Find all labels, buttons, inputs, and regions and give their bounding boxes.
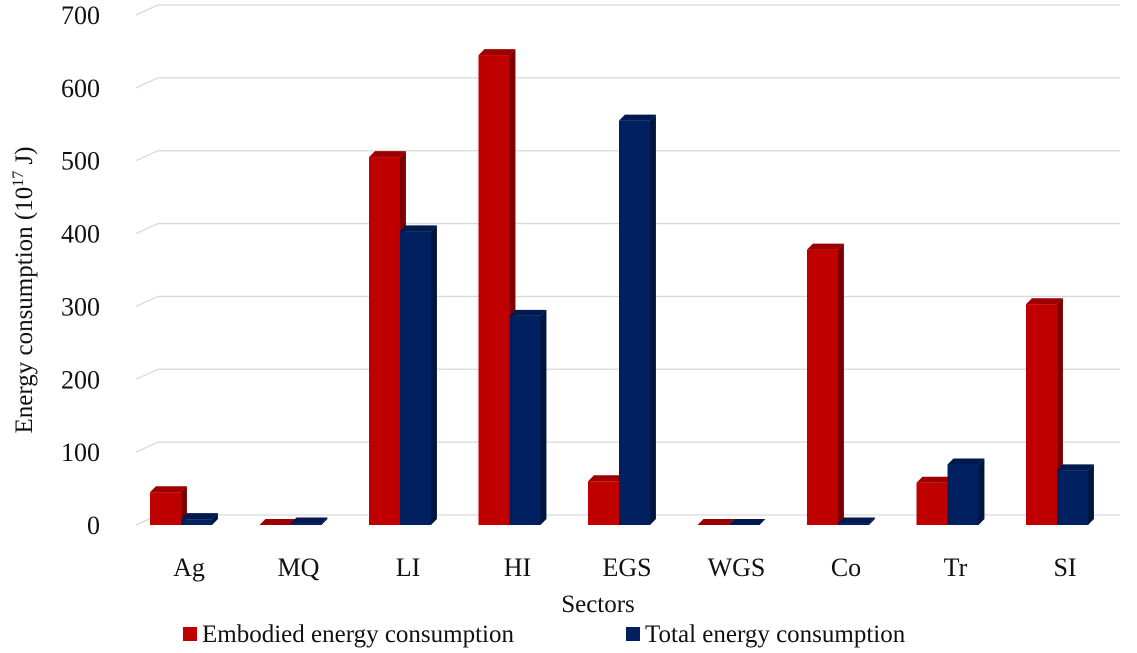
legend-item-total: Total energy consumption <box>626 621 906 648</box>
bar-side <box>540 309 547 525</box>
bar-mq-total <box>290 517 328 525</box>
bar-co-embodied <box>807 243 844 525</box>
x-axis-category-labels: Ag MQ LI HI EGS WGS Co Tr SI <box>173 553 1076 582</box>
y-axis-title-superscript: 17 <box>10 171 27 187</box>
bar-top <box>807 243 844 250</box>
bar-front <box>400 231 431 525</box>
legend: Embodied energy consumption Total energy… <box>183 621 906 648</box>
bar-top <box>509 309 547 316</box>
gridline <box>135 295 159 308</box>
x-axis-title: Sectors <box>561 591 635 618</box>
x-category-label: Tr <box>944 553 968 582</box>
bar-front <box>916 482 948 525</box>
y-tick-label: 400 <box>61 220 100 249</box>
bar-tr-total <box>947 458 985 525</box>
bar-front <box>509 315 541 525</box>
y-axis-title: Energy consumption (1017 J) <box>10 146 38 433</box>
bar-top <box>478 49 516 56</box>
bar-side <box>978 458 985 525</box>
bar-front <box>807 249 838 525</box>
bar-side <box>838 243 844 525</box>
bar-front <box>290 523 322 525</box>
bar-side <box>650 114 656 526</box>
gridline <box>135 368 159 380</box>
bar-mq-embodied <box>259 519 297 525</box>
bar-front <box>838 523 869 525</box>
bar-top <box>400 225 437 232</box>
bar-front <box>619 120 650 526</box>
bar-front <box>181 519 212 525</box>
x-category-label: Ag <box>173 553 205 582</box>
x-category-label: SI <box>1053 553 1076 582</box>
bar-front <box>1026 304 1057 525</box>
y-tick-label: 200 <box>61 365 100 394</box>
legend-swatch-embodied <box>183 627 197 641</box>
bar-top <box>588 475 625 482</box>
bar-top <box>181 513 218 520</box>
bar-side <box>431 225 437 525</box>
bar-top <box>259 519 297 525</box>
bar-top <box>728 519 766 525</box>
bar-side <box>1088 464 1094 525</box>
y-axis-title-prefix: Energy consumption (10 <box>11 187 38 434</box>
bar-ag-total <box>181 513 218 525</box>
bar-wgs-total <box>728 519 766 525</box>
bar-side <box>869 517 875 525</box>
y-tick-label: 300 <box>61 292 100 321</box>
bar-top <box>916 476 954 483</box>
bar-top <box>369 151 406 158</box>
bar-hi-total <box>509 309 547 525</box>
bar-top <box>947 458 985 465</box>
x-category-label: LI <box>396 553 421 582</box>
gridline <box>135 150 159 162</box>
bar-top <box>619 114 656 121</box>
bar-front <box>150 492 181 525</box>
y-axis-title-suffix: J) <box>11 146 38 170</box>
bar-top <box>290 517 328 524</box>
bar-wgs-embodied <box>697 519 735 525</box>
bar-top <box>697 519 735 525</box>
y-tick-label: 700 <box>61 1 100 30</box>
bars <box>150 49 1094 526</box>
x-category-label: WGS <box>708 553 766 582</box>
bar-egs-total <box>619 114 656 526</box>
bar-side <box>321 517 328 525</box>
bar-co-total <box>838 517 875 525</box>
bar-li-total <box>400 225 437 525</box>
bar-top <box>1057 464 1094 471</box>
bar-top <box>1026 298 1063 305</box>
bar-front <box>478 55 510 525</box>
legend-label-total: Total energy consumption <box>645 621 906 648</box>
x-category-label: Co <box>831 553 861 582</box>
bar-front <box>588 481 619 525</box>
bar-front <box>1057 470 1088 525</box>
gridline <box>135 4 159 16</box>
gridline <box>135 222 159 235</box>
bar-front <box>947 464 979 525</box>
y-tick-label: 500 <box>61 147 100 176</box>
x-category-label: HI <box>504 553 531 582</box>
bar-si-total <box>1057 464 1094 525</box>
y-axis-tick-labels: 0 100 200 300 400 500 600 700 <box>61 1 100 540</box>
gridline <box>135 441 159 453</box>
bar-top <box>838 517 875 524</box>
legend-item-embodied: Embodied energy consumption <box>183 621 514 648</box>
y-tick-label: 100 <box>61 438 100 467</box>
y-tick-label: 0 <box>87 511 100 540</box>
legend-swatch-total <box>626 627 640 641</box>
bar-top <box>150 486 187 493</box>
legend-label-embodied: Embodied energy consumption <box>202 621 514 648</box>
gridline <box>135 77 159 89</box>
bar-side <box>212 513 218 525</box>
x-category-label: EGS <box>602 553 651 582</box>
y-tick-label: 600 <box>61 74 100 103</box>
bar-front <box>369 157 400 526</box>
x-category-label: MQ <box>278 553 320 582</box>
